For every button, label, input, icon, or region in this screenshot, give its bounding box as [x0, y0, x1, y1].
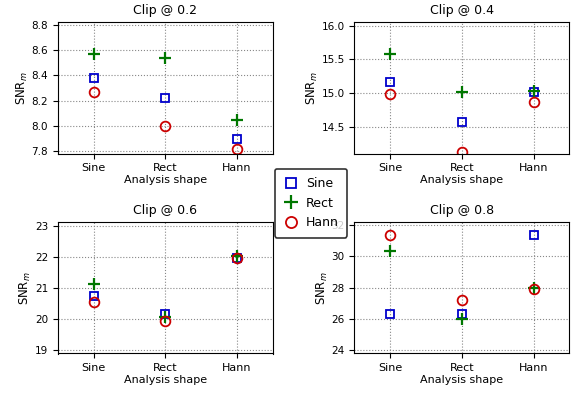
X-axis label: Analysis shape: Analysis shape: [420, 375, 503, 385]
X-axis label: Analysis shape: Analysis shape: [420, 175, 503, 185]
Y-axis label: SNR$_m$: SNR$_m$: [18, 271, 34, 305]
Y-axis label: SNR$_m$: SNR$_m$: [15, 71, 30, 105]
Legend: Sine, Rect, Hann: Sine, Rect, Hann: [275, 169, 347, 238]
X-axis label: Analysis shape: Analysis shape: [124, 375, 207, 385]
Title: Clip @ 0.6: Clip @ 0.6: [134, 204, 197, 217]
Y-axis label: SNR$_m$: SNR$_m$: [305, 71, 320, 105]
Y-axis label: SNR$_m$: SNR$_m$: [315, 271, 330, 305]
X-axis label: Analysis shape: Analysis shape: [124, 175, 207, 185]
Title: Clip @ 0.8: Clip @ 0.8: [430, 204, 494, 217]
Title: Clip @ 0.2: Clip @ 0.2: [134, 4, 197, 17]
Title: Clip @ 0.4: Clip @ 0.4: [430, 4, 494, 17]
